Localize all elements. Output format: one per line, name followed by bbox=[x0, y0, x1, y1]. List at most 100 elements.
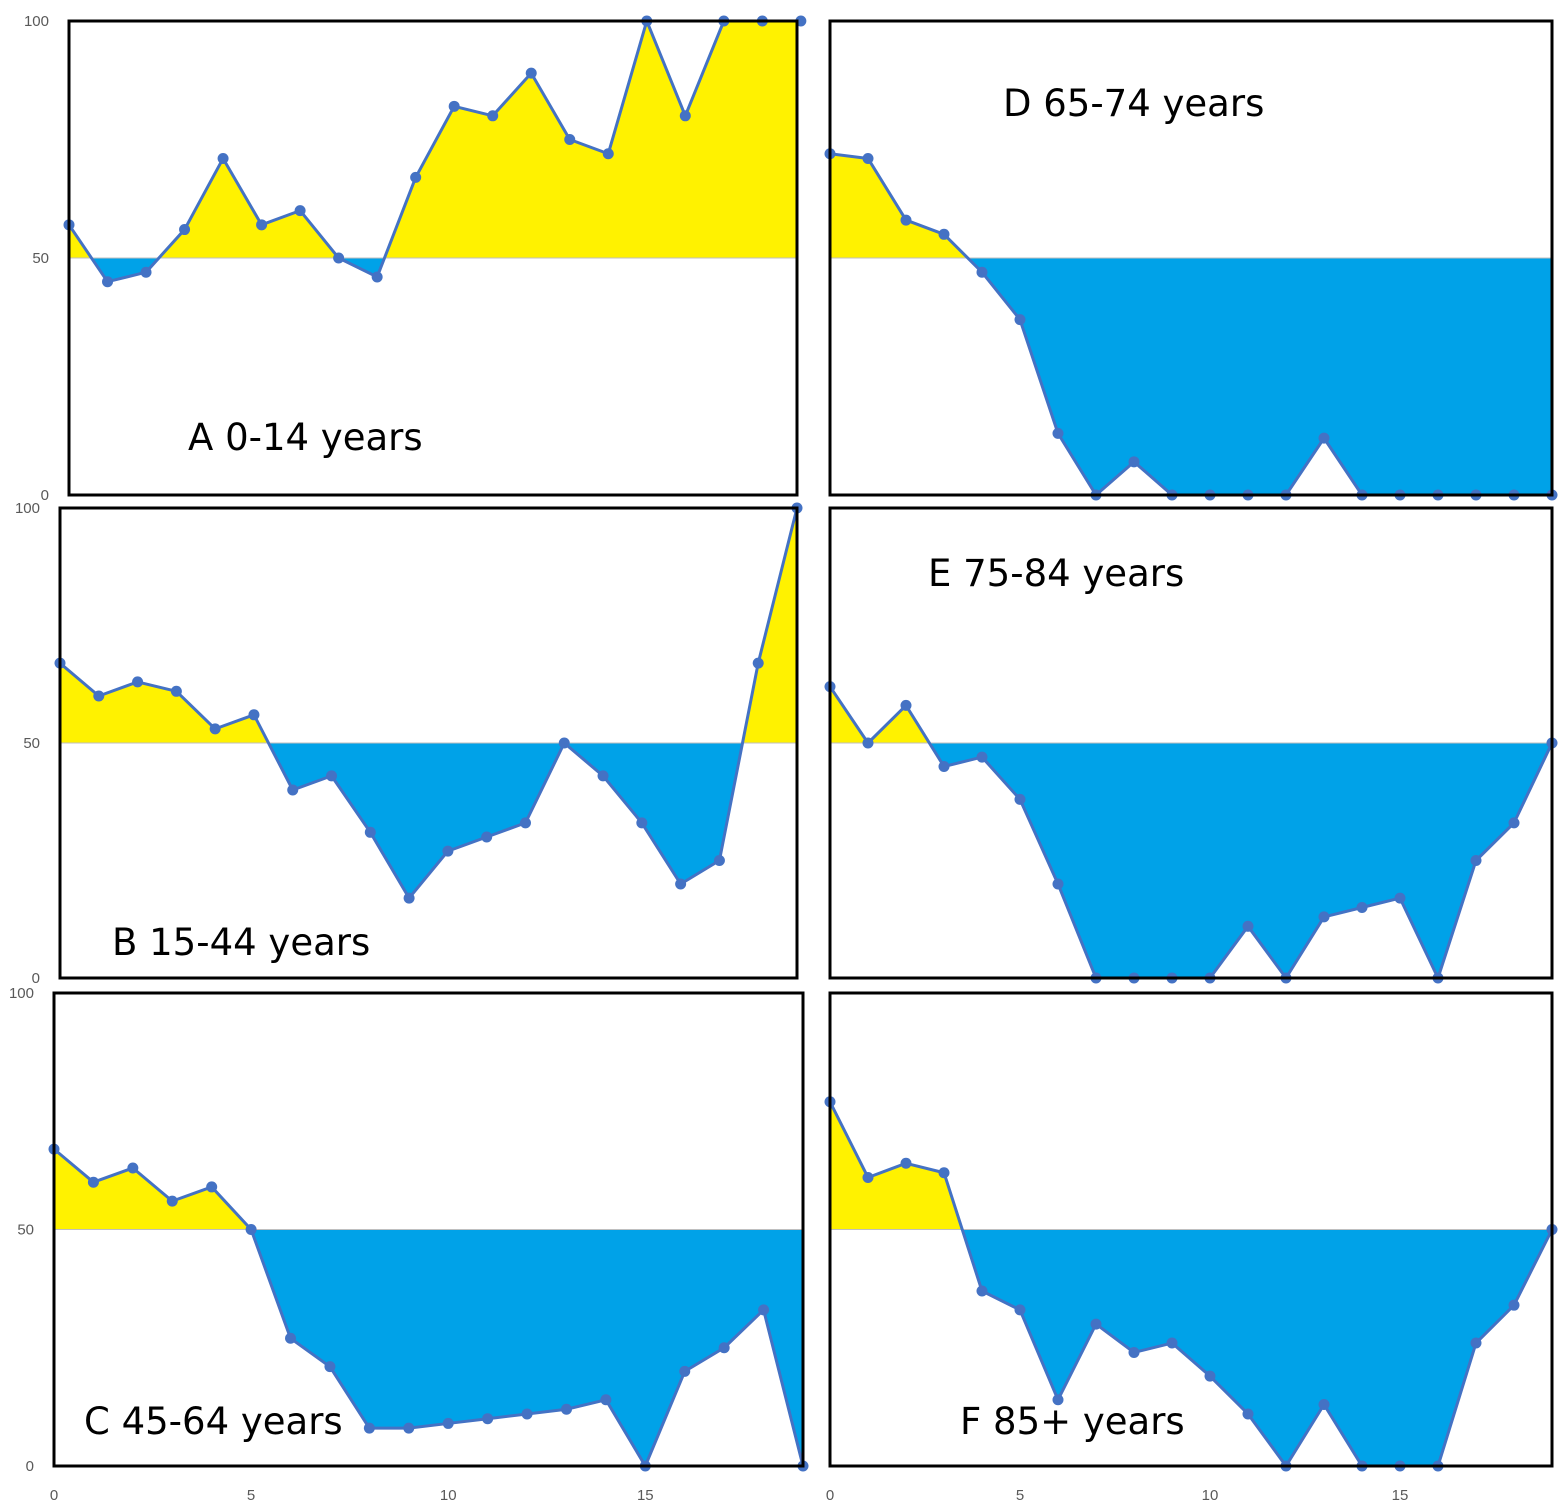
x-tick-label: 0 bbox=[826, 1487, 834, 1504]
data-point bbox=[900, 1157, 912, 1169]
y-tick-label: 50 bbox=[32, 250, 49, 267]
data-point bbox=[713, 855, 725, 866]
area-above-baseline bbox=[830, 153, 1552, 258]
y-tick-label: 0 bbox=[32, 970, 40, 987]
data-point bbox=[287, 784, 299, 796]
data-point bbox=[248, 709, 260, 721]
x-tick-label: 10 bbox=[440, 1487, 457, 1504]
data-point bbox=[1166, 1337, 1178, 1349]
data-point bbox=[179, 224, 191, 236]
x-tick-label: 5 bbox=[1016, 1487, 1024, 1504]
panel-label: F 85+ years bbox=[960, 1400, 1185, 1443]
data-point bbox=[1090, 1318, 1102, 1330]
plot-area bbox=[60, 508, 797, 900]
area-above-baseline bbox=[60, 508, 797, 743]
data-point bbox=[127, 1162, 139, 1174]
plot-area bbox=[54, 1147, 803, 1466]
data-point bbox=[976, 266, 988, 278]
data-point bbox=[245, 1224, 257, 1235]
data-point bbox=[938, 228, 950, 240]
data-point bbox=[600, 1394, 612, 1406]
series-line bbox=[830, 685, 1552, 978]
data-point bbox=[285, 1332, 297, 1344]
chart-panel-c: 0 50 100 0 5 10 15 C 45-64 years bbox=[9, 985, 809, 1504]
y-tick-label: 100 bbox=[24, 13, 49, 30]
panel-label: C 45-64 years bbox=[84, 1400, 343, 1443]
data-point bbox=[87, 1176, 99, 1188]
data-point bbox=[1318, 432, 1330, 444]
data-point bbox=[1394, 892, 1406, 904]
area-below-baseline bbox=[54, 1229, 803, 1466]
plot-frame bbox=[52, 991, 805, 1468]
data-point bbox=[1508, 817, 1520, 829]
data-point bbox=[1318, 1399, 1330, 1411]
data-point bbox=[1508, 1299, 1520, 1311]
data-point bbox=[442, 1417, 454, 1429]
data-point bbox=[1014, 793, 1026, 805]
data-point bbox=[938, 761, 950, 772]
data-point bbox=[1128, 456, 1140, 468]
data-point bbox=[525, 67, 537, 79]
data-point bbox=[976, 751, 988, 763]
data-point bbox=[93, 690, 105, 702]
area-below-baseline bbox=[830, 743, 1552, 978]
data-point bbox=[976, 1285, 988, 1297]
plot-frame bbox=[67, 19, 799, 497]
data-point bbox=[758, 1304, 770, 1316]
data-point bbox=[679, 110, 691, 122]
y-tick-label: 50 bbox=[17, 1222, 34, 1239]
data-point bbox=[862, 1171, 874, 1183]
plot-frame bbox=[828, 991, 1554, 1468]
area-above-baseline bbox=[54, 1149, 803, 1230]
data-point bbox=[1470, 855, 1482, 866]
area-below-baseline bbox=[60, 743, 797, 899]
chart-panel-b: 0 50 100 B 15-44 years bbox=[15, 500, 803, 987]
area-above-baseline bbox=[830, 686, 1552, 743]
x-tick-label: 10 bbox=[1202, 1487, 1219, 1504]
data-point bbox=[519, 817, 531, 829]
data-point bbox=[166, 1195, 178, 1207]
plot-frame bbox=[828, 506, 1554, 980]
series-line bbox=[69, 21, 797, 284]
area-below-baseline bbox=[69, 258, 797, 282]
data-point bbox=[679, 1365, 691, 1377]
x-tick-label: 5 bbox=[247, 1487, 255, 1504]
data-point bbox=[564, 134, 576, 145]
data-point bbox=[364, 826, 376, 838]
data-point bbox=[862, 152, 874, 164]
data-point bbox=[1014, 314, 1026, 326]
data-point bbox=[521, 1408, 533, 1420]
chart-panel-d: D 65-74 years bbox=[824, 19, 1558, 501]
data-point bbox=[1128, 1346, 1140, 1358]
data-point bbox=[256, 219, 268, 231]
data-point bbox=[217, 152, 229, 164]
data-point bbox=[206, 1181, 218, 1193]
data-point bbox=[1318, 911, 1330, 923]
data-point bbox=[481, 831, 493, 843]
data-point bbox=[597, 770, 609, 782]
data-point bbox=[403, 1422, 415, 1434]
data-point bbox=[333, 252, 345, 264]
panel-label: E 75-84 years bbox=[928, 552, 1184, 595]
chart-panel-e: E 75-84 years bbox=[824, 506, 1558, 984]
data-point bbox=[558, 737, 570, 749]
data-point bbox=[209, 723, 221, 735]
data-point bbox=[442, 845, 454, 857]
data-point bbox=[132, 676, 144, 688]
plot-area bbox=[830, 152, 1552, 495]
data-point bbox=[1052, 878, 1064, 890]
data-point bbox=[938, 1167, 950, 1179]
plot-frame bbox=[828, 19, 1554, 497]
data-point bbox=[1204, 1370, 1216, 1382]
plot-area bbox=[69, 21, 797, 284]
data-point bbox=[900, 699, 912, 711]
data-point bbox=[403, 892, 415, 904]
series-line bbox=[830, 1101, 1552, 1466]
data-point bbox=[324, 1361, 336, 1373]
area-above-baseline bbox=[830, 1101, 1552, 1230]
plot-frame bbox=[58, 506, 799, 980]
data-point bbox=[636, 817, 648, 829]
plot-area bbox=[830, 685, 1552, 978]
panel-label: D 65-74 years bbox=[1003, 82, 1264, 125]
